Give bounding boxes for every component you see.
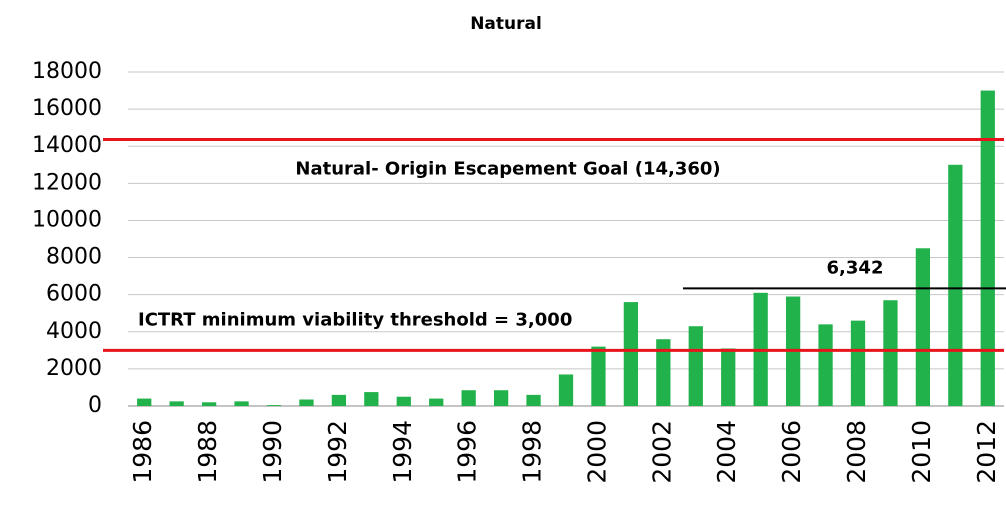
bar bbox=[980, 90, 995, 407]
x-tick-label: 2012 bbox=[972, 420, 1001, 484]
y-tick-label: 14000 bbox=[32, 133, 102, 158]
bar bbox=[526, 394, 541, 406]
x-tick-label: 1990 bbox=[258, 420, 287, 484]
chart-title: Natural bbox=[470, 14, 542, 34]
bar bbox=[396, 396, 411, 406]
bar bbox=[688, 326, 703, 406]
x-tick-label: 1992 bbox=[323, 420, 352, 484]
reference-label: Natural- Origin Escapement Goal (14,360) bbox=[295, 159, 720, 180]
bar bbox=[169, 401, 184, 406]
x-tick-label: 2002 bbox=[647, 420, 676, 484]
x-tick-label: 2004 bbox=[712, 420, 741, 484]
y-tick-label: 0 bbox=[88, 393, 102, 418]
bar bbox=[558, 374, 574, 406]
y-tick-label: 4000 bbox=[46, 319, 102, 344]
x-tick-label: 1986 bbox=[128, 420, 157, 484]
bar bbox=[461, 390, 476, 406]
reference-label: 6,342 bbox=[827, 257, 884, 278]
bar bbox=[915, 248, 931, 406]
x-tick-label: 1988 bbox=[193, 420, 222, 484]
bar bbox=[623, 302, 639, 406]
bar bbox=[429, 398, 444, 406]
y-tick-label: 6000 bbox=[46, 282, 102, 307]
bar bbox=[299, 399, 314, 406]
reference-label: ICTRT minimum viability threshold = 3,00… bbox=[138, 309, 572, 330]
bar bbox=[721, 348, 736, 406]
x-tick-label: 1996 bbox=[453, 420, 482, 484]
bar bbox=[266, 405, 282, 406]
y-tick-label: 12000 bbox=[32, 170, 102, 195]
bar bbox=[948, 164, 963, 406]
bar bbox=[656, 339, 671, 406]
bar bbox=[883, 300, 898, 406]
y-tick-label: 2000 bbox=[46, 356, 102, 381]
x-tick-label: 1998 bbox=[518, 420, 547, 484]
bar bbox=[850, 320, 866, 406]
bar bbox=[493, 390, 509, 406]
bar bbox=[137, 398, 152, 406]
x-tick-label: 2000 bbox=[582, 420, 611, 484]
x-tick-label: 1994 bbox=[388, 420, 417, 484]
y-tick-label: 18000 bbox=[32, 59, 102, 84]
y-tick-label: 10000 bbox=[32, 207, 102, 232]
bar bbox=[818, 324, 833, 406]
x-tick-label: 2010 bbox=[907, 420, 936, 484]
x-tick-label: 2008 bbox=[842, 420, 871, 484]
bar bbox=[591, 346, 606, 406]
y-tick-label: 8000 bbox=[46, 245, 102, 270]
bar bbox=[201, 402, 217, 406]
bar bbox=[364, 392, 379, 406]
bar bbox=[331, 394, 347, 406]
x-tick-label: 2006 bbox=[777, 420, 806, 484]
bar bbox=[234, 401, 249, 406]
y-tick-label: 16000 bbox=[32, 96, 102, 121]
